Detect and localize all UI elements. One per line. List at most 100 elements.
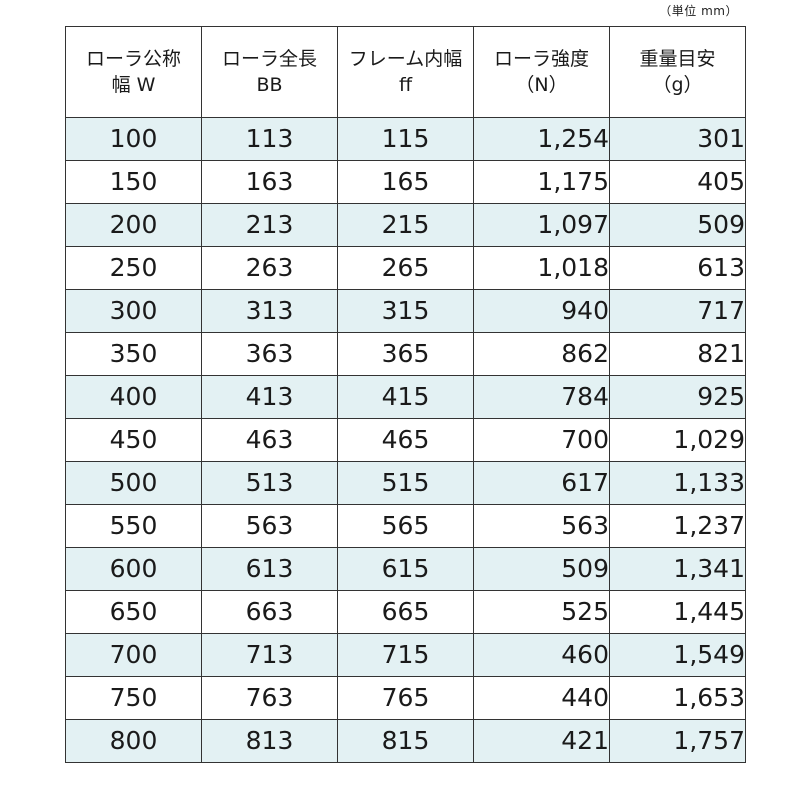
cell-weight: 717: [609, 289, 746, 333]
cell-nominal-width: 200: [65, 203, 202, 247]
cell-frame-inner-width: 365: [337, 332, 474, 376]
cell-nominal-width: 250: [65, 246, 202, 290]
cell-roller-length: 113: [201, 117, 338, 161]
cell-weight: 1,757: [609, 719, 746, 763]
table-row: 550 563 565 563 1,237: [65, 504, 746, 548]
table-row: 650 663 665 525 1,445: [65, 590, 746, 634]
cell-roller-strength: 1,254: [473, 117, 610, 161]
cell-frame-inner-width: 415: [337, 375, 474, 419]
cell-weight: 1,237: [609, 504, 746, 548]
cell-weight: 821: [609, 332, 746, 376]
header-frame-inner-width: フレーム内幅 ff: [337, 26, 474, 118]
table-row: 250 263 265 1,018 613: [65, 246, 746, 290]
cell-roller-length: 713: [201, 633, 338, 677]
cell-frame-inner-width: 465: [337, 418, 474, 462]
cell-roller-strength: 940: [473, 289, 610, 333]
cell-nominal-width: 100: [65, 117, 202, 161]
header-line: ローラ全長: [221, 48, 317, 70]
cell-roller-strength: 421: [473, 719, 610, 763]
cell-weight: 1,549: [609, 633, 746, 677]
cell-frame-inner-width: 515: [337, 461, 474, 505]
cell-weight: 1,653: [609, 676, 746, 720]
cell-weight: 925: [609, 375, 746, 419]
table-row: 150 163 165 1,175 405: [65, 160, 746, 204]
cell-frame-inner-width: 815: [337, 719, 474, 763]
cell-roller-length: 563: [201, 504, 338, 548]
cell-roller-strength: 563: [473, 504, 610, 548]
cell-weight: 1,341: [609, 547, 746, 591]
roller-spec-table: ローラ公称 幅 W ローラ全長 BB フレーム内幅 ff ローラ強度 （N） 重…: [65, 26, 746, 763]
cell-roller-strength: 525: [473, 590, 610, 634]
cell-nominal-width: 400: [65, 375, 202, 419]
header-nominal-width: ローラ公称 幅 W: [65, 26, 202, 118]
table-row: 700 713 715 460 1,549: [65, 633, 746, 677]
cell-roller-strength: 617: [473, 461, 610, 505]
cell-roller-strength: 460: [473, 633, 610, 677]
table-row: 400 413 415 784 925: [65, 375, 746, 419]
header-line: ローラ強度: [493, 48, 589, 70]
header-line: （N）: [515, 74, 568, 96]
cell-weight: 613: [609, 246, 746, 290]
cell-frame-inner-width: 265: [337, 246, 474, 290]
cell-frame-inner-width: 165: [337, 160, 474, 204]
cell-frame-inner-width: 115: [337, 117, 474, 161]
cell-roller-strength: 700: [473, 418, 610, 462]
cell-roller-length: 513: [201, 461, 338, 505]
header-line: 幅 W: [111, 74, 156, 96]
cell-nominal-width: 450: [65, 418, 202, 462]
cell-weight: 1,445: [609, 590, 746, 634]
cell-roller-length: 813: [201, 719, 338, 763]
unit-note: （単位 mm）: [659, 4, 738, 18]
cell-nominal-width: 300: [65, 289, 202, 333]
table-row: 750 763 765 440 1,653: [65, 676, 746, 720]
cell-roller-length: 413: [201, 375, 338, 419]
cell-roller-strength: 784: [473, 375, 610, 419]
header-line: ローラ公称: [85, 48, 181, 70]
cell-frame-inner-width: 765: [337, 676, 474, 720]
cell-roller-length: 663: [201, 590, 338, 634]
cell-frame-inner-width: 615: [337, 547, 474, 591]
cell-weight: 301: [609, 117, 746, 161]
cell-nominal-width: 800: [65, 719, 202, 763]
cell-roller-strength: 1,097: [473, 203, 610, 247]
table-row: 350 363 365 862 821: [65, 332, 746, 376]
header-line: 重量目安: [639, 48, 716, 70]
header-roller-length: ローラ全長 BB: [201, 26, 338, 118]
cell-roller-length: 463: [201, 418, 338, 462]
cell-nominal-width: 650: [65, 590, 202, 634]
cell-roller-strength: 1,175: [473, 160, 610, 204]
cell-nominal-width: 350: [65, 332, 202, 376]
cell-nominal-width: 600: [65, 547, 202, 591]
header-row: ローラ公称 幅 W ローラ全長 BB フレーム内幅 ff ローラ強度 （N） 重…: [65, 26, 746, 118]
table-row: 800 813 815 421 1,757: [65, 719, 746, 763]
header-line: ff: [398, 74, 413, 96]
cell-roller-strength: 509: [473, 547, 610, 591]
cell-roller-length: 263: [201, 246, 338, 290]
cell-roller-strength: 862: [473, 332, 610, 376]
cell-roller-length: 763: [201, 676, 338, 720]
header-roller-strength: ローラ強度 （N）: [473, 26, 610, 118]
cell-weight: 405: [609, 160, 746, 204]
cell-nominal-width: 750: [65, 676, 202, 720]
cell-frame-inner-width: 315: [337, 289, 474, 333]
cell-weight: 1,029: [609, 418, 746, 462]
header-line: （g）: [652, 74, 703, 96]
table-row: 300 313 315 940 717: [65, 289, 746, 333]
cell-roller-length: 313: [201, 289, 338, 333]
cell-weight: 509: [609, 203, 746, 247]
cell-nominal-width: 700: [65, 633, 202, 677]
table-row: 600 613 615 509 1,341: [65, 547, 746, 591]
header-line: フレーム内幅: [348, 48, 463, 70]
table-body: 100 113 115 1,254 301 150 163 165 1,175 405 200 213…: [65, 117, 746, 763]
cell-frame-inner-width: 715: [337, 633, 474, 677]
header-line: BB: [256, 74, 283, 96]
cell-frame-inner-width: 665: [337, 590, 474, 634]
cell-nominal-width: 550: [65, 504, 202, 548]
cell-nominal-width: 500: [65, 461, 202, 505]
cell-roller-strength: 1,018: [473, 246, 610, 290]
cell-roller-length: 213: [201, 203, 338, 247]
table-row: 500 513 515 617 1,133: [65, 461, 746, 505]
cell-roller-length: 613: [201, 547, 338, 591]
cell-weight: 1,133: [609, 461, 746, 505]
cell-nominal-width: 150: [65, 160, 202, 204]
